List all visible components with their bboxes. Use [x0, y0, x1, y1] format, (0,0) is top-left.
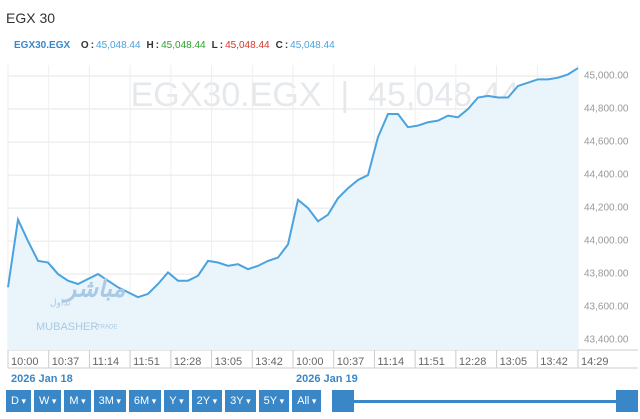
ohlc-label: L — [211, 40, 218, 51]
slider-handle[interactable] — [332, 390, 354, 412]
chart-title: EGX 30 — [6, 10, 56, 26]
x-tick-label: 14:29 — [581, 356, 609, 368]
y-tick-label: 43,400.00 — [584, 335, 629, 346]
x-tick-label: 10:00 — [11, 356, 39, 368]
x-tick-label: 12:28 — [174, 356, 202, 368]
logo-arabic-small: تداول — [50, 297, 71, 307]
x-tick-label: 13:42 — [540, 356, 568, 368]
range-button[interactable]: M — [64, 390, 91, 412]
range-button[interactable]: 3Y — [225, 390, 256, 412]
x-tick-label: 12:28 — [459, 356, 487, 368]
y-tick-label: 44,800.00 — [584, 104, 629, 115]
logo-name: MUBASHER — [36, 321, 98, 333]
y-tick-label: 44,600.00 — [584, 137, 629, 148]
ohlc-value: 45,048.44 — [161, 40, 206, 51]
logo-arabic: مباشر — [61, 275, 126, 303]
y-tick-label: 44,200.00 — [584, 203, 629, 214]
range-button[interactable]: W — [33, 390, 62, 412]
range-button[interactable]: 2Y — [191, 390, 223, 412]
slider-handle[interactable] — [616, 390, 638, 412]
slider-track — [354, 400, 616, 403]
y-tick-label: 44,000.00 — [584, 236, 629, 247]
range-slider[interactable] — [332, 390, 638, 412]
ohlc-value: 45,048.44 — [225, 40, 270, 51]
ohlc-value: 45,048.44 — [290, 40, 335, 51]
ohlc-separator: : — [284, 40, 289, 51]
watermark: EGX30.EGX | 45,048.44 — [131, 76, 520, 114]
ohlc-separator: : — [90, 40, 95, 51]
ohlc-label: C — [275, 40, 283, 51]
x-tick-label: 10:37 — [337, 356, 365, 368]
y-tick-label: 43,800.00 — [584, 269, 629, 280]
ohlc-label: H — [146, 40, 154, 51]
y-tick-label: 43,600.00 — [584, 302, 629, 313]
chart: EGX30.EGX | 45,048.44 43,400.00 43,600.00… — [7, 65, 638, 385]
range-button[interactable]: 6M — [128, 390, 162, 412]
range-button[interactable]: D — [6, 390, 31, 412]
date-label: 2026 Jan 19 — [296, 373, 358, 385]
ohlc-label: O — [80, 40, 89, 51]
x-tick-label: 11:51 — [133, 356, 160, 368]
area — [8, 68, 578, 351]
ohlc-value: 45,048.44 — [96, 40, 141, 51]
x-tick-label: 11:14 — [377, 356, 404, 368]
logo-sub: TRADE — [97, 325, 117, 331]
x-tick-label: 13:05 — [500, 356, 528, 368]
range-button[interactable]: 3M — [93, 390, 126, 412]
ohlc-separator: : — [219, 40, 224, 51]
x-tick-label: 11:14 — [92, 356, 119, 368]
ohlc-separator: : — [155, 40, 160, 51]
x-tick-label: 10:00 — [296, 356, 324, 368]
range-button[interactable]: 5Y — [258, 390, 290, 412]
symbol: EGX30.EGX — [14, 40, 71, 51]
range-buttons: DWM3M6MY2Y3Y5YAll — [6, 390, 322, 412]
y-tick-label: 45,000.00 — [584, 71, 629, 82]
y-tick-label: 44,400.00 — [584, 170, 629, 181]
date-label: 2026 Jan 18 — [11, 373, 73, 385]
ohlc-bar: EGX30.EGX O:45,048.44 H:45,048.44 L:45,048… — [14, 40, 341, 51]
x-tick-label: 10:37 — [52, 356, 80, 368]
range-button[interactable]: All — [292, 390, 322, 412]
x-tick-label: 13:42 — [255, 356, 283, 368]
x-tick-label: 13:05 — [215, 356, 243, 368]
logo: مباشر تداول MUBASHER TRADE — [36, 275, 126, 333]
line — [7, 67, 579, 299]
range-button[interactable]: Y — [164, 390, 189, 412]
x-tick-label: 11:51 — [418, 356, 445, 368]
